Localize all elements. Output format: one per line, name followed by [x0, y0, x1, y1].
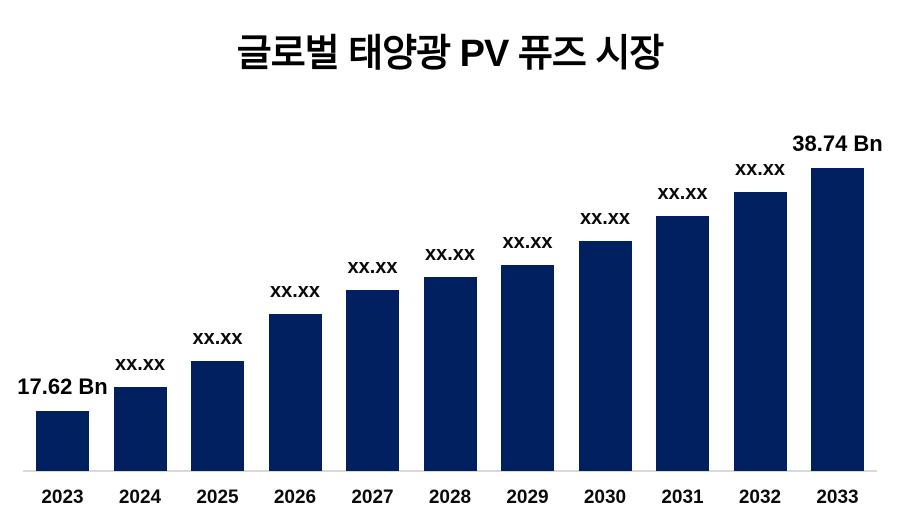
- bar-2030: [578, 241, 632, 471]
- x-axis-line: [23, 470, 877, 472]
- bar-2025: [191, 361, 244, 471]
- x-axis-tick-label-2024: 2024: [118, 487, 162, 508]
- x-axis-tick-label-2031: 2031: [661, 487, 704, 508]
- x-axis-tick-label-2032: 2032: [738, 487, 782, 508]
- bar-2027: [346, 290, 399, 471]
- bar-2023: [36, 411, 89, 471]
- x-axis-tick-label-2026: 2026: [273, 487, 317, 508]
- x-axis-tick-label-2033: 2033: [816, 487, 859, 508]
- bar-2026: [268, 314, 322, 471]
- bar-value-label-2030: xx.xx: [579, 207, 631, 229]
- bar-value-label-2026: xx.xx: [269, 280, 321, 302]
- x-axis-tick-label-2025: 2025: [196, 487, 239, 508]
- x-axis-tick-label-2028: 2028: [428, 487, 472, 508]
- bar-value-label-2031: xx.xx: [657, 182, 708, 204]
- bar-value-label-2028: xx.xx: [424, 243, 476, 265]
- x-axis-tick-label-2023: 2023: [41, 487, 84, 508]
- x-axis-tick-label-2027: 2027: [351, 487, 394, 508]
- bar-value-label-2024: xx.xx: [114, 353, 166, 375]
- bar-value-label-2027: xx.xx: [347, 256, 398, 278]
- bar-2033: [811, 168, 864, 471]
- bar-2028: [423, 277, 477, 471]
- bar-value-label-2029: xx.xx: [502, 231, 553, 253]
- bar-value-label-2032: xx.xx: [734, 158, 786, 180]
- x-axis-tick-label-2029: 2029: [506, 487, 549, 508]
- x-axis-tick-label-2030: 2030: [583, 487, 627, 508]
- bar-2029: [501, 265, 554, 471]
- bar-value-label-2023: 17.62 Bn: [17, 374, 108, 399]
- bar-value-label-2025: xx.xx: [192, 327, 243, 349]
- bar-2024: [113, 387, 167, 471]
- bar-2032: [733, 192, 787, 471]
- bar-value-label-2033: 38.74 Bn: [792, 131, 883, 156]
- chart-title: 글로벌 태양광 PV 퓨즈 시장: [236, 33, 665, 75]
- bar-2031: [656, 216, 709, 471]
